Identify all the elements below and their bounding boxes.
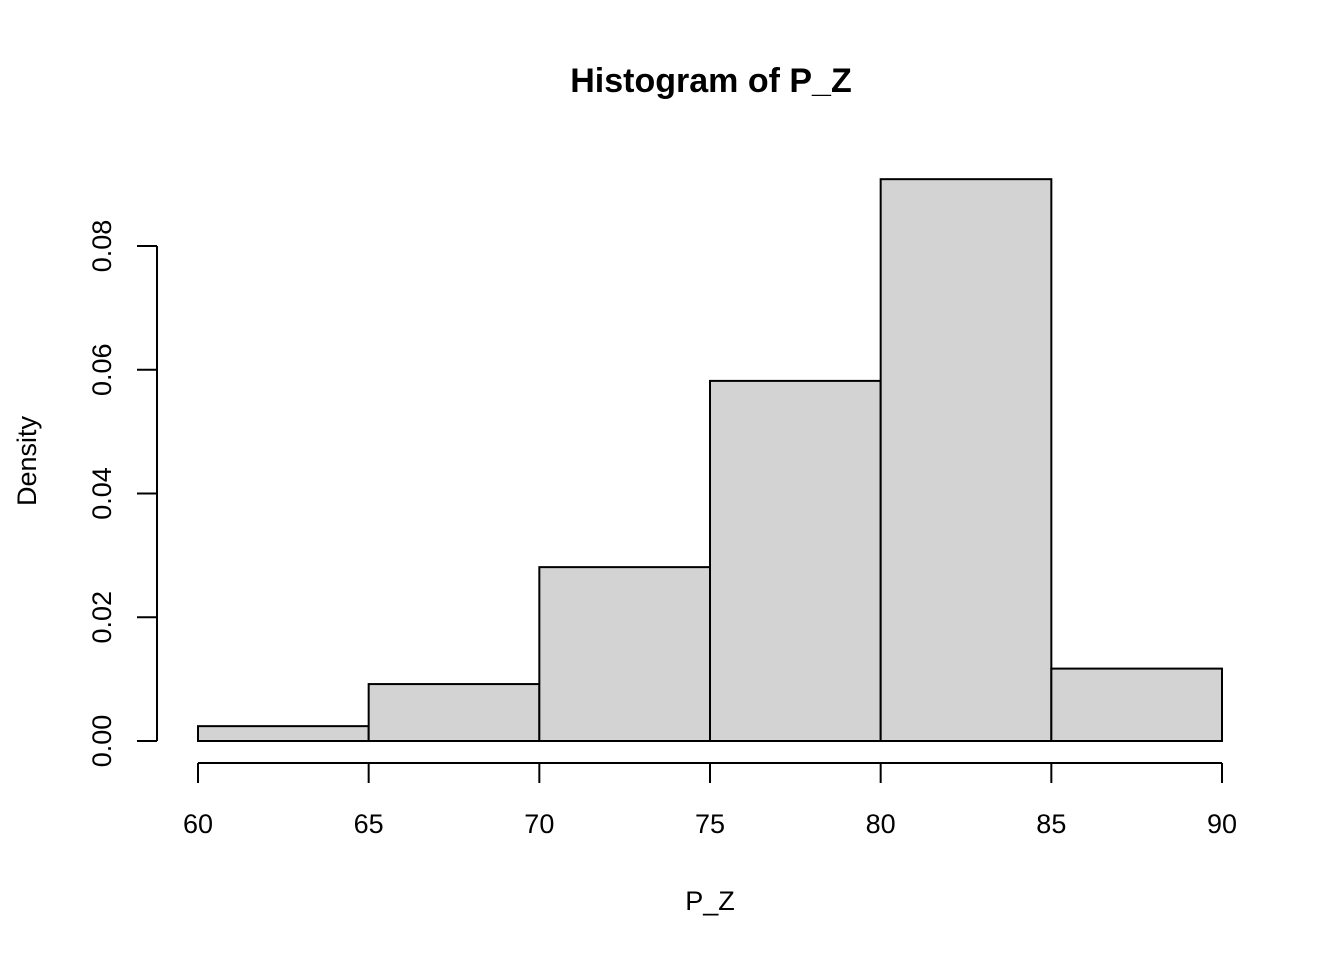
y-tick-label-0.04: 0.04 — [87, 467, 117, 520]
histogram-bar-65-70 — [367, 683, 541, 743]
y-axis-label: Density — [12, 415, 42, 506]
x-axis: 60 65 70 75 80 85 90 — [183, 762, 1237, 839]
x-tick-label-90: 90 — [1207, 809, 1237, 839]
y-tick-label-0.06: 0.06 — [87, 343, 117, 396]
y-tick-label-0.02: 0.02 — [87, 591, 117, 644]
x-tick-label-75: 75 — [695, 809, 725, 839]
histogram-bar-80-85 — [879, 178, 1053, 743]
x-tick-label-85: 85 — [1036, 809, 1066, 839]
histogram-bar-70-75 — [538, 566, 711, 742]
histogram-bar-60-65 — [197, 725, 370, 743]
y-tick-label-0.00: 0.00 — [87, 715, 117, 768]
histogram-bars — [197, 178, 1224, 743]
x-tick-label-60: 60 — [183, 809, 213, 839]
histogram-bar-75-80 — [709, 379, 882, 742]
x-tick-label-65: 65 — [354, 809, 384, 839]
chart-title: Histogram of P_Z — [570, 62, 851, 100]
x-tick-label-70: 70 — [524, 809, 554, 839]
y-axis: 0.00 0.02 0.04 0.06 0.08 — [87, 220, 158, 768]
x-tick-label-80: 80 — [866, 809, 896, 839]
histogram-bar-85-90 — [1050, 667, 1224, 743]
y-tick-label-0.08: 0.08 — [87, 220, 117, 273]
x-axis-label: P_Z — [685, 886, 735, 916]
